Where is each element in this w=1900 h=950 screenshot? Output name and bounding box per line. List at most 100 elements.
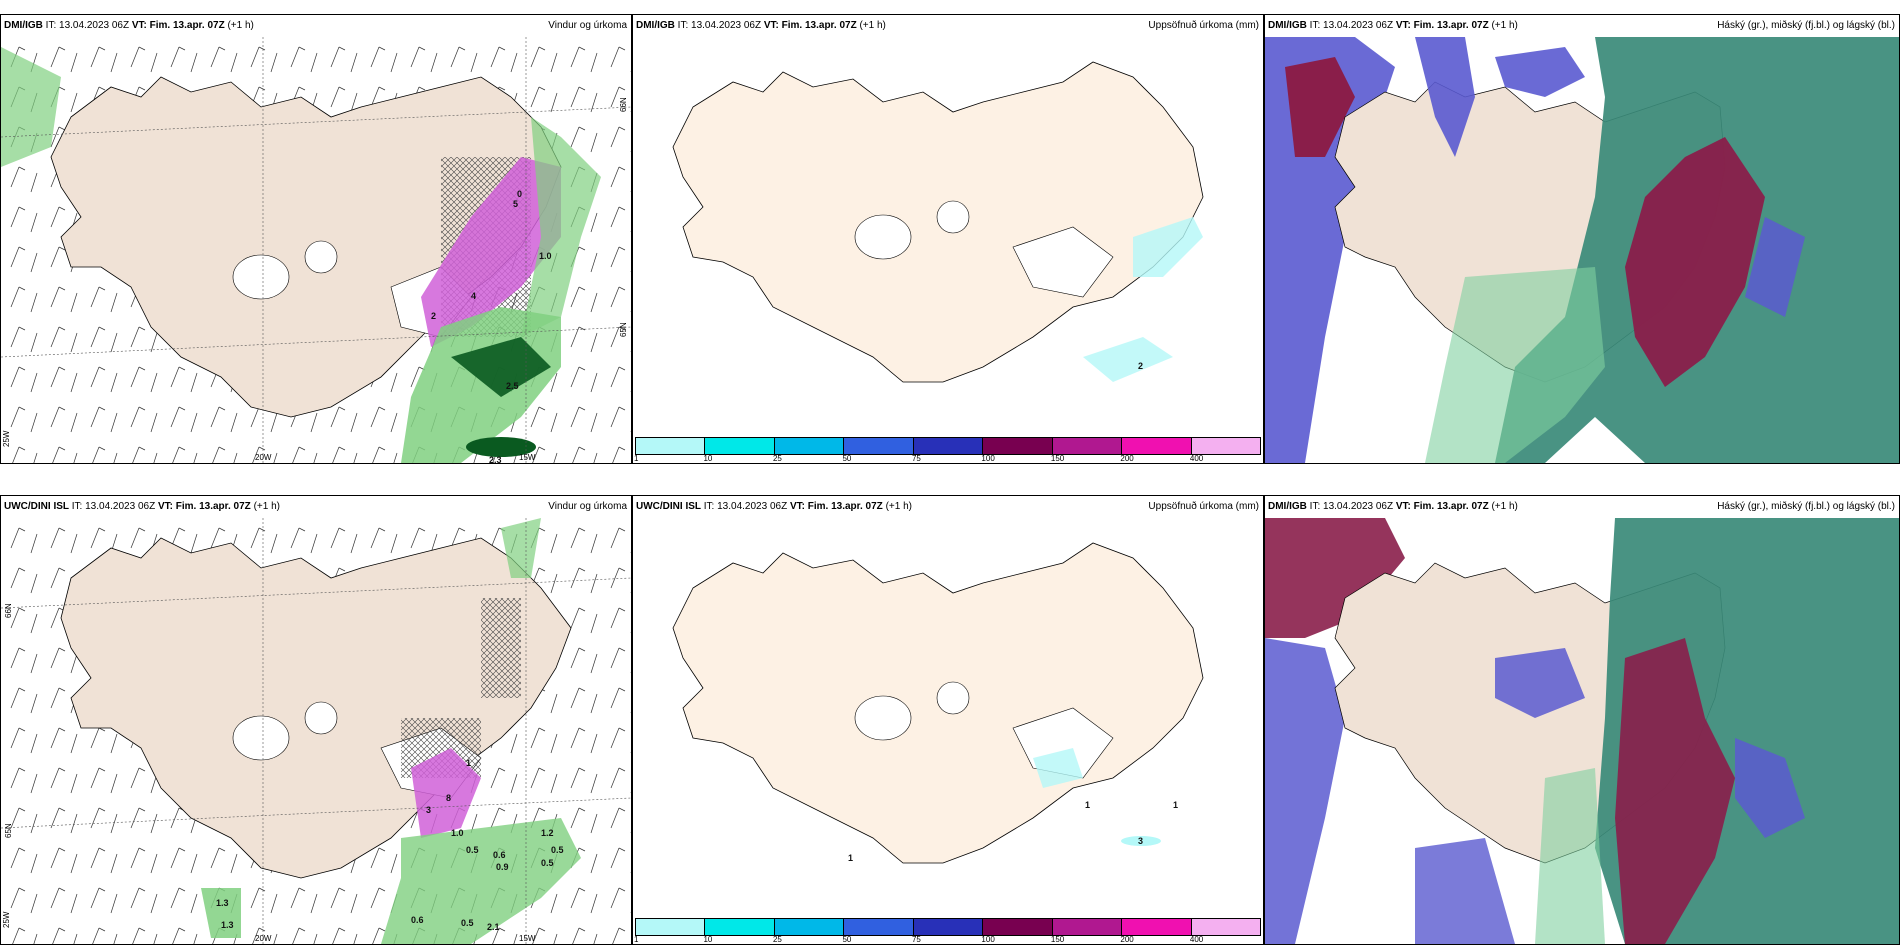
- value-label: 0.6: [493, 850, 506, 860]
- precip-light: [1133, 217, 1203, 277]
- panel-header: DMI/IGB IT: 13.04.2023 06Z VT: Fim. 13.a…: [1, 15, 631, 37]
- panel-header: DMI/IGB IT: 13.04.2023 06Z VT: Fim. 13.a…: [1265, 15, 1899, 37]
- precip-green: [501, 518, 541, 578]
- value-label: 1.3: [221, 920, 234, 930]
- colorbar-label: 25: [772, 454, 782, 463]
- colorbar-label: 50: [842, 935, 852, 944]
- value-label: 1.0: [451, 828, 464, 838]
- snow-hatch: [481, 598, 521, 698]
- glacier: [232, 254, 290, 300]
- valid-time: Fim. 13.apr. 07Z: [149, 20, 225, 31]
- product-title: Vindur og úrkoma: [548, 20, 627, 31]
- lead-time: (+1 h): [227, 20, 254, 31]
- model-name: UWC/DINI ISL: [636, 501, 701, 512]
- model-name: DMI/IGB: [1268, 501, 1307, 512]
- map-clouds: [1265, 518, 1899, 944]
- glacier: [936, 200, 970, 234]
- precip-green: [201, 888, 241, 938]
- colorbar-swatch: [636, 919, 706, 935]
- map-wind-precip: 66N 65N 20W 15W 25W 2.5 2.3 1.0 2 4 5 0: [1, 37, 631, 463]
- value-label: 8: [446, 793, 451, 803]
- precip-light: [1121, 836, 1161, 846]
- value-label: 2.5: [506, 381, 519, 391]
- init-time: 13.04.2023 06Z: [717, 501, 788, 512]
- cloud-low: [1265, 518, 1405, 638]
- panel-header: UWC/DINI ISL IT: 13.04.2023 06Z VT: Fim.…: [1, 496, 631, 518]
- panel-header: DMI/IGB IT: 13.04.2023 06Z VT: Fim. 13.a…: [633, 15, 1263, 37]
- colorbar-swatch: [844, 919, 914, 935]
- colorbar-labels: 1 10 25 50 75 100 150 200 400: [634, 454, 1261, 463]
- lon-label: 15W: [519, 453, 536, 462]
- valid-time: Fim. 13.apr. 07Z: [807, 501, 883, 512]
- colorbar: 1 10 25 50 75 100 150 200 400: [633, 916, 1263, 944]
- value-label: 2: [1138, 361, 1143, 371]
- colorbar-label: 50: [842, 454, 852, 463]
- value-label: 3: [426, 805, 431, 815]
- colorbar-label: 400: [1189, 454, 1204, 463]
- colorbar-label: 10: [703, 935, 713, 944]
- value-label: 0.5: [461, 918, 474, 928]
- glacier: [304, 240, 338, 274]
- colorbar-swatch: [1052, 919, 1123, 935]
- valid-time: Fim. 13.apr. 07Z: [175, 501, 251, 512]
- cloud-high-light: [1425, 267, 1605, 463]
- product-title: Uppsöfnuð úrkoma (mm): [1148, 501, 1259, 512]
- colorbar-swatch: [913, 438, 984, 454]
- colorbar-swatch: [705, 438, 775, 454]
- value-label: 1.0: [539, 251, 552, 261]
- colorbar-label: 1: [634, 935, 639, 944]
- value-label: 2.1: [487, 922, 500, 932]
- panel-wind-precip-bottom: UWC/DINI ISL IT: 13.04.2023 06Z VT: Fim.…: [0, 495, 632, 945]
- precip-light: [1033, 748, 1083, 788]
- map-wind-precip: 66N 65N 20W 15W 25W 1.0 1.2 0.5 0.6 0.9 …: [1, 518, 631, 944]
- colorbar-label: 200: [1120, 454, 1134, 463]
- cloud-high-light: [1535, 768, 1605, 944]
- cloud-low: [1615, 638, 1735, 944]
- colorbar-swatch: [774, 438, 845, 454]
- cloud-low: [1285, 57, 1355, 157]
- colorbar-swatch: [1191, 438, 1260, 454]
- valid-time: Fim. 13.apr. 07Z: [1413, 20, 1489, 31]
- init-time: 13.04.2023 06Z: [691, 20, 762, 31]
- product-title: Vindur og úrkoma: [548, 501, 627, 512]
- value-label: 0.5: [541, 858, 554, 868]
- colorbar-swatch: [636, 438, 706, 454]
- panel-header: DMI/IGB IT: 13.04.2023 06Z VT: Fim. 13.a…: [1265, 496, 1899, 518]
- value-label: 0: [517, 189, 522, 199]
- precip-green: [521, 117, 601, 337]
- cloud-mid: [1415, 838, 1515, 944]
- colorbar-label: 1: [634, 454, 639, 463]
- lat-label: 65N: [4, 823, 13, 838]
- lat-label: 66N: [4, 603, 13, 618]
- colorbar-label: 75: [911, 454, 921, 463]
- lead-time: (+1 h): [253, 501, 280, 512]
- value-label: 0.5: [466, 845, 479, 855]
- colorbar-swatch: [844, 438, 914, 454]
- value-label: 2: [431, 311, 436, 321]
- lead-time: (+1 h): [1491, 20, 1518, 31]
- value-label: 1.3: [216, 898, 229, 908]
- cloud-low: [1625, 137, 1765, 387]
- init-time: 13.04.2023 06Z: [59, 20, 130, 31]
- lon-label: 15W: [519, 934, 536, 943]
- glacier: [304, 701, 338, 735]
- valid-time: Fim. 13.apr. 07Z: [781, 20, 857, 31]
- panel-clouds-top: DMI/IGB IT: 13.04.2023 06Z VT: Fim. 13.a…: [1264, 14, 1900, 464]
- parallel: [1, 797, 631, 829]
- map-accum-precip: 2: [672, 61, 1204, 383]
- value-label: 0.5: [551, 845, 564, 855]
- cloud-mid: [1495, 648, 1585, 718]
- colorbar-swatch: [1122, 919, 1192, 935]
- colorbar-swatches: [635, 918, 1261, 936]
- lon-label: 20W: [255, 934, 272, 943]
- colorbar-swatch: [1191, 919, 1260, 935]
- value-label: 1: [466, 758, 471, 768]
- colorbar-label: 200: [1120, 935, 1134, 944]
- precip-green: [1, 47, 61, 167]
- lat-label: 66N: [619, 97, 628, 112]
- value-label: 0.9: [496, 862, 509, 872]
- lon-label: 25W: [2, 911, 11, 928]
- cloud-mid: [1745, 217, 1805, 317]
- model-name: DMI/IGB: [636, 20, 675, 31]
- product-title: Uppsöfnuð úrkoma (mm): [1148, 20, 1259, 31]
